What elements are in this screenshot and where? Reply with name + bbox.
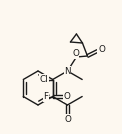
Text: O: O — [98, 46, 105, 55]
Text: O: O — [72, 49, 79, 59]
Text: F: F — [43, 92, 48, 101]
Text: O: O — [64, 114, 71, 124]
Text: Cl: Cl — [39, 75, 48, 84]
Text: O: O — [63, 92, 70, 101]
Text: N: N — [64, 66, 71, 75]
